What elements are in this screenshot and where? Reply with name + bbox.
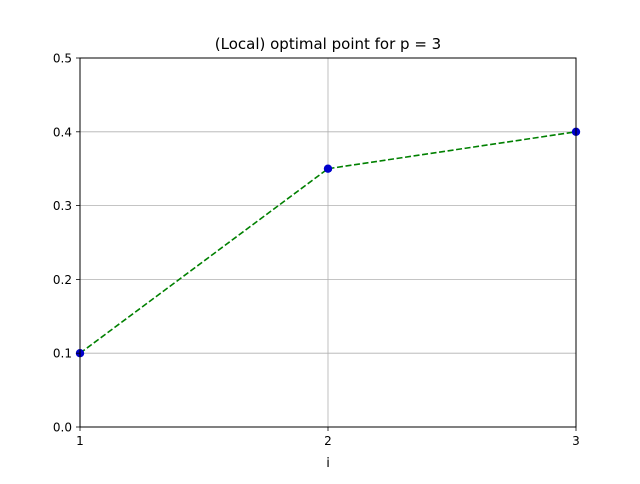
series-line bbox=[79, 131, 577, 354]
x-axis-label: i bbox=[326, 456, 330, 471]
y-tick-label: 0.3 bbox=[53, 199, 72, 213]
y-tick-label: 0.0 bbox=[53, 421, 72, 435]
axis-layer: 1 2 3 0.0 0.1 0.2 0.3 0.4 0.5 bbox=[53, 52, 580, 449]
x-tick-label: 3 bbox=[572, 434, 580, 448]
x-tick-label: 2 bbox=[324, 434, 332, 448]
chart-title: (Local) optimal point for p = 3 bbox=[215, 35, 441, 53]
data-point bbox=[323, 164, 333, 173]
y-tick-label: 0.1 bbox=[53, 347, 72, 361]
x-tick-label: 1 bbox=[76, 434, 84, 448]
y-tick-label: 0.5 bbox=[53, 52, 72, 66]
y-tick-label: 0.2 bbox=[53, 273, 72, 287]
y-tick-label: 0.4 bbox=[53, 125, 72, 139]
